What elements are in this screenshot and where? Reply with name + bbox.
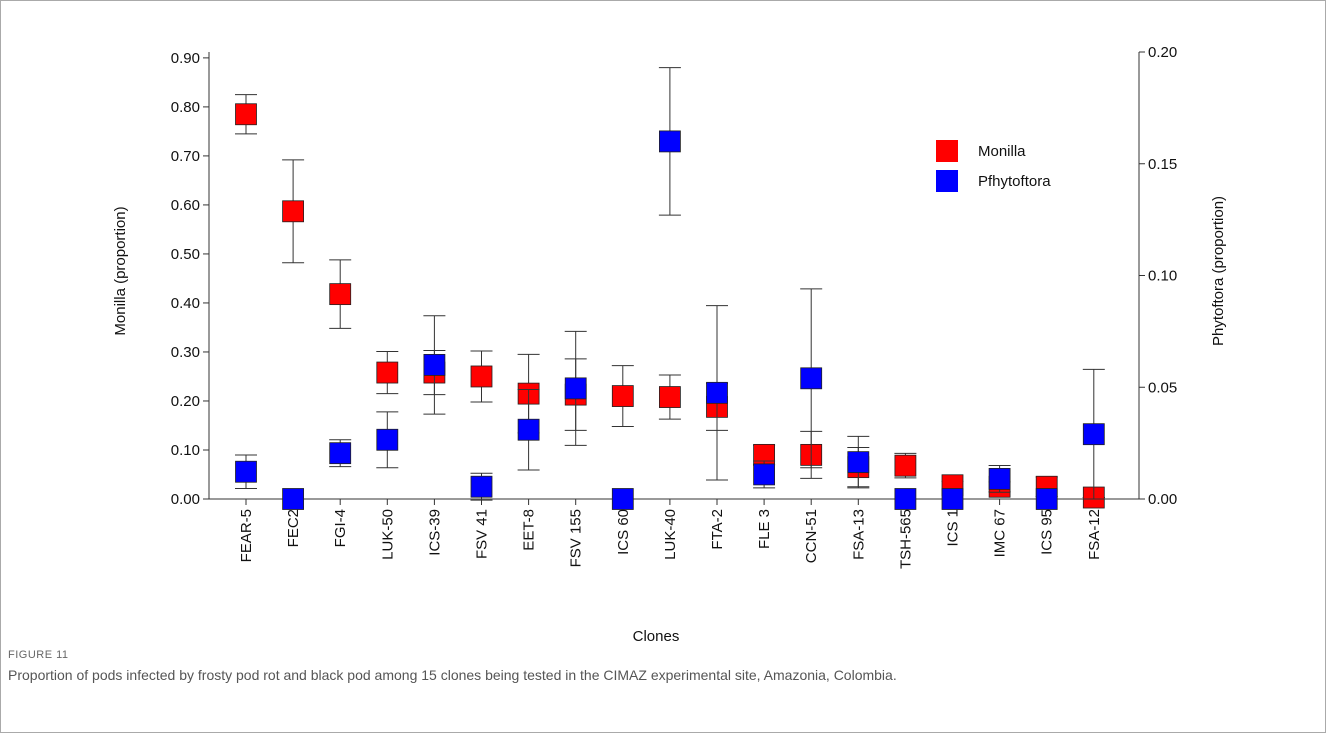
- y2-axis-title: Phytoftora (proportion): [1210, 196, 1227, 346]
- marker: [800, 367, 823, 390]
- y-tick-label: 0.50: [171, 246, 200, 263]
- marker: [988, 467, 1011, 490]
- legend-swatch: [936, 170, 958, 192]
- marker: [611, 488, 634, 510]
- x-tick-label: FGI-4: [332, 509, 349, 547]
- y-tick-label: 0.70: [171, 148, 200, 165]
- marker: [329, 283, 352, 306]
- marker: [235, 460, 257, 483]
- marker: [376, 428, 399, 451]
- marker: [941, 488, 964, 510]
- marker: [235, 103, 257, 126]
- y2-tick-label: 0.00: [1148, 491, 1177, 508]
- marker: [282, 200, 305, 223]
- marker: [470, 365, 493, 388]
- x-tick-label: FSV 155: [568, 509, 585, 567]
- x-tick-label: ICS-39: [426, 509, 443, 556]
- x-tick-label: CCN-51: [803, 509, 820, 563]
- x-axis-title: Clones: [633, 628, 680, 645]
- marker: [753, 463, 775, 486]
- marker: [847, 451, 870, 474]
- y-tick-label: 0.60: [171, 197, 200, 214]
- x-tick-label: EET-8: [521, 509, 538, 551]
- x-tick-label: TSH-565: [897, 509, 914, 569]
- marker: [282, 488, 305, 510]
- x-tick-label: FSA-12: [1086, 509, 1103, 560]
- x-tick-label: FSA-13: [850, 509, 867, 560]
- y-tick-label: 0.80: [171, 99, 200, 116]
- y2-tick-label: 0.20: [1148, 44, 1177, 61]
- x-tick-label: FEC2: [285, 509, 302, 547]
- y-tick-label: 0.90: [171, 50, 200, 67]
- marker: [517, 418, 540, 441]
- marker: [706, 381, 728, 404]
- x-tick-label: FTA-2: [709, 509, 726, 550]
- marker: [1082, 423, 1105, 446]
- x-tick-label: FLE 3: [756, 509, 773, 549]
- x-tick-label: IMC 67: [992, 509, 1009, 557]
- marker: [423, 353, 446, 376]
- y2-tick-label: 0.10: [1148, 268, 1177, 285]
- marker: [1035, 488, 1058, 510]
- y-tick-label: 0.10: [171, 442, 200, 459]
- x-tick-label: FSV 41: [474, 509, 491, 559]
- legend-swatch: [936, 140, 958, 162]
- x-tick-label: LUK-50: [379, 509, 396, 560]
- x-tick-label: ICS 1: [945, 509, 962, 547]
- legend-label: Monilla: [978, 143, 1026, 160]
- marker: [611, 385, 634, 407]
- figure-label: FIGURE 11: [8, 649, 69, 661]
- marker: [894, 454, 917, 477]
- y-tick-label: 0.20: [171, 393, 200, 410]
- y-axis-title: Monilla (proportion): [112, 206, 129, 335]
- y2-tick-label: 0.15: [1148, 156, 1177, 173]
- x-tick-label: ICS 95: [1039, 509, 1056, 555]
- marker: [564, 377, 587, 400]
- marker: [894, 488, 917, 510]
- marker: [376, 361, 399, 384]
- y-tick-label: 0.00: [171, 491, 200, 508]
- marker: [470, 475, 493, 498]
- marker: [659, 130, 681, 153]
- legend-label: Pfhytoftora: [978, 173, 1051, 190]
- chart: Clones Monilla (proportion) Phytoftora (…: [112, 44, 1227, 645]
- y2-tick-label: 0.05: [1148, 379, 1177, 396]
- y-tick-label: 0.40: [171, 295, 200, 312]
- figure-caption: Proportion of pods infected by frosty po…: [8, 667, 897, 683]
- x-tick-label: ICS 60: [615, 509, 632, 555]
- x-tick-label: FEAR-5: [238, 509, 255, 562]
- y-tick-label: 0.30: [171, 344, 200, 361]
- x-tick-label: LUK-40: [662, 509, 679, 560]
- marker: [659, 386, 681, 408]
- marker: [329, 442, 352, 465]
